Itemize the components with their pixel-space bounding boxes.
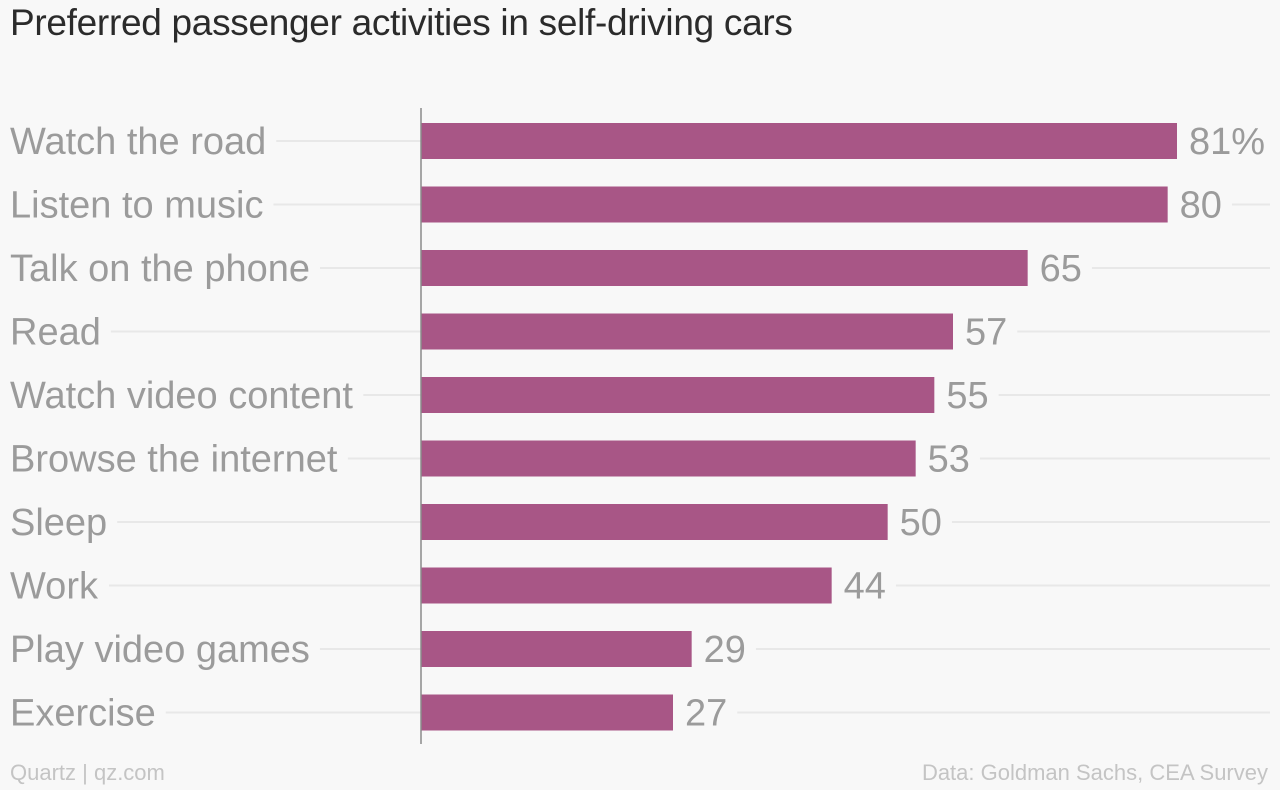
bar xyxy=(421,631,692,667)
value-labels: 81% 80 65 57 55 53 50 44 29 27 xyxy=(685,121,1265,735)
value-label: 55 xyxy=(946,375,988,417)
category-label: Watch video content xyxy=(10,375,353,417)
category-label: Sleep xyxy=(10,502,107,544)
bar xyxy=(421,186,1168,223)
bar xyxy=(421,567,832,604)
bars xyxy=(421,123,1177,731)
bar xyxy=(421,313,953,350)
bar xyxy=(421,504,888,540)
value-label: 27 xyxy=(685,693,727,735)
category-label: Watch the road xyxy=(10,121,266,163)
bar xyxy=(421,694,673,731)
value-label: 65 xyxy=(1040,248,1082,290)
bar xyxy=(421,123,1177,159)
bar xyxy=(421,377,935,413)
value-label: 53 xyxy=(928,439,970,481)
value-label: 81% xyxy=(1189,121,1265,163)
category-labels: Watch the road Listen to music Talk on the… xyxy=(10,121,353,735)
category-label: Browse the internet xyxy=(10,439,338,481)
value-label: 44 xyxy=(844,566,886,608)
gridlines xyxy=(108,140,1270,714)
category-label: Work xyxy=(10,566,99,608)
value-label: 29 xyxy=(704,629,746,671)
chart-title: Preferred passenger activities in self-d… xyxy=(10,2,793,43)
category-label: Play video games xyxy=(10,629,310,671)
value-label: 50 xyxy=(900,502,942,544)
value-label: 57 xyxy=(965,312,1007,354)
value-label: 80 xyxy=(1180,185,1222,227)
category-label: Read xyxy=(10,312,101,354)
footer-source: Data: Goldman Sachs, CEA Survey xyxy=(921,760,1268,785)
bar xyxy=(421,250,1028,286)
category-label: Talk on the phone xyxy=(10,248,310,290)
category-label: Exercise xyxy=(10,693,156,735)
bar xyxy=(421,440,916,477)
category-label: Listen to music xyxy=(10,185,263,227)
footer-credit: Quartz | qz.com xyxy=(10,760,165,785)
